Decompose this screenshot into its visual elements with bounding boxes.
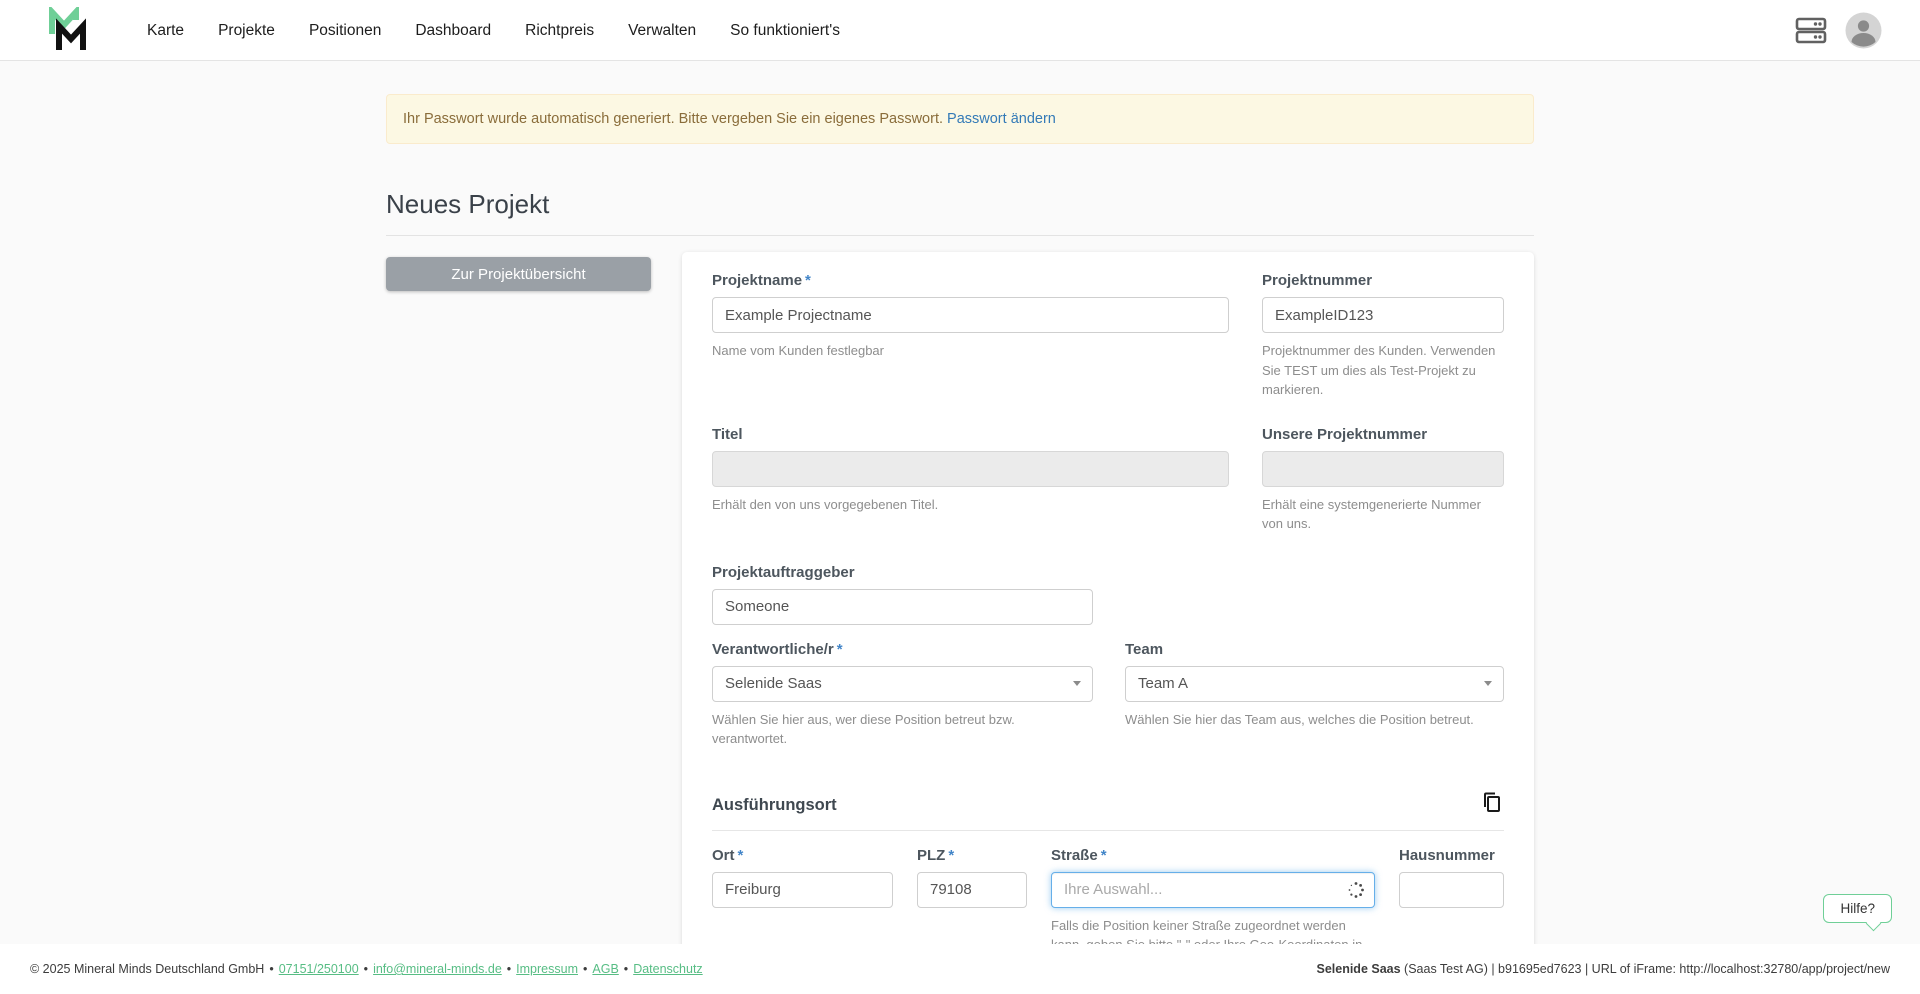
verantwortliche-helper: Wählen Sie hier aus, wer diese Position … xyxy=(712,711,1015,747)
back-to-project-overview-button[interactable]: Zur Projektübersicht xyxy=(386,257,651,291)
plz-input[interactable] xyxy=(917,871,1027,908)
page-title: Neues Projekt xyxy=(386,189,550,219)
footer-session-info: Selenide Saas (Saas Test AG) | b91695ed7… xyxy=(1316,962,1890,976)
projektauftraggeber-input[interactable] xyxy=(712,588,1093,625)
strasse-input[interactable] xyxy=(1051,871,1375,908)
projektnummer-helper: Projektnummer des Kunden. Verwenden Sie … xyxy=(1262,343,1496,397)
ort-label: Ort * xyxy=(712,846,744,864)
titel-label: Titel xyxy=(712,425,743,443)
team-select-value[interactable] xyxy=(1125,665,1504,702)
user-menu-button[interactable] xyxy=(1844,11,1882,49)
main-nav: Karte Projekte Positionen Dashboard Rich… xyxy=(130,0,857,61)
titel-helper: Erhält den von uns vorgegebenen Titel. xyxy=(712,496,939,512)
ausfuehrungsort-heading: Ausführungsort xyxy=(712,795,837,814)
session-details: (Saas Test AG) | b91695ed7623 | URL of i… xyxy=(1400,962,1890,976)
email-link[interactable]: info@mineral-minds.de xyxy=(373,962,502,976)
unsere-projektnummer-helper: Erhält eine systemgenerierte Nummer von … xyxy=(1262,496,1481,532)
title-divider xyxy=(386,235,1534,236)
nav-item-dashboard[interactable]: Dashboard xyxy=(415,21,492,39)
avatar-icon xyxy=(1845,12,1881,48)
nav-item-verwalten[interactable]: Verwalten xyxy=(628,21,697,39)
titel-input xyxy=(712,450,1229,487)
projektnummer-label: Projektnummer xyxy=(1262,272,1373,289)
copyright-text: © 2025 Mineral Minds Deutschland GmbH xyxy=(30,962,265,976)
ausfuehrungsort-section: Ausführungsort Ort * xyxy=(712,791,1504,994)
nav-item-richtpreis[interactable]: Richtpreis xyxy=(525,21,595,39)
impressum-link[interactable]: Impressum xyxy=(516,962,578,976)
nav-item-projekte[interactable]: Projekte xyxy=(218,21,275,39)
mineral-minds-logo[interactable] xyxy=(44,7,90,53)
agb-link[interactable]: AGB xyxy=(592,962,619,976)
section-divider xyxy=(712,829,1504,831)
team-label: Team xyxy=(1125,640,1164,658)
password-warning-banner: Ihr Passwort wurde automatisch generiert… xyxy=(386,94,1534,144)
logo-icon xyxy=(49,7,86,50)
projektnummer-input[interactable] xyxy=(1262,297,1504,333)
projektname-input[interactable] xyxy=(712,297,1229,333)
verantwortliche-label: Verantwortliche/r * xyxy=(712,640,843,658)
page-footer: © 2025 Mineral Minds Deutschland GmbH • … xyxy=(0,944,1920,994)
copy-icon xyxy=(1484,792,1500,812)
main-content: Ihr Passwort wurde automatisch generiert… xyxy=(386,94,1534,994)
banner-text: Ihr Passwort wurde automatisch generiert… xyxy=(403,111,943,127)
new-project-form-card: Projektname* Name vom Kunden festlegbar … xyxy=(682,252,1534,994)
copy-location-button[interactable] xyxy=(1480,791,1504,820)
required-marker: * xyxy=(737,846,744,864)
ort-input[interactable] xyxy=(712,871,893,908)
verantwortliche-select[interactable] xyxy=(712,665,1093,702)
nav-item-so-funktionierts[interactable]: So funktioniert's xyxy=(730,21,840,39)
left-column: Zur Projektübersicht xyxy=(386,252,682,291)
nav-item-karte[interactable]: Karte xyxy=(147,21,185,39)
change-password-link[interactable]: Passwort ändern xyxy=(947,111,1056,127)
app-header: Karte Projekte Positionen Dashboard Rich… xyxy=(0,0,1920,61)
session-user: Selenide Saas xyxy=(1316,962,1401,976)
nav-item-positionen[interactable]: Positionen xyxy=(308,21,382,39)
projektname-label: Projektname * xyxy=(712,272,811,289)
phone-link[interactable]: 07151/250100 xyxy=(278,962,359,976)
footer-left: © 2025 Mineral Minds Deutschland GmbH • … xyxy=(30,962,703,976)
plz-label: PLZ * xyxy=(917,846,955,864)
unsere-projektnummer-label: Unsere Projektnummer xyxy=(1262,425,1428,443)
help-button[interactable]: Hilfe? xyxy=(1823,894,1892,923)
team-helper: Wählen Sie hier das Team aus, welches di… xyxy=(1125,711,1474,727)
server-icon xyxy=(1795,17,1827,44)
required-marker: * xyxy=(948,846,955,864)
projektname-helper: Name vom Kunden festlegbar xyxy=(712,343,884,358)
hausnummer-input[interactable] xyxy=(1399,871,1504,908)
datenschutz-link[interactable]: Datenschutz xyxy=(633,962,703,976)
hausnummer-label: Hausnummer xyxy=(1399,846,1495,864)
required-marker: * xyxy=(836,640,843,658)
required-marker: * xyxy=(805,272,811,289)
projektauftraggeber-label: Projektauftraggeber xyxy=(712,563,855,581)
required-marker: * xyxy=(1100,846,1107,864)
verantwortliche-select-value[interactable] xyxy=(712,665,1093,702)
strasse-label: Straße * xyxy=(1051,846,1107,864)
server-status-button[interactable] xyxy=(1792,11,1830,49)
team-select[interactable] xyxy=(1125,665,1504,702)
unsere-projektnummer-input xyxy=(1262,450,1504,487)
loading-spinner-icon xyxy=(1347,881,1365,904)
